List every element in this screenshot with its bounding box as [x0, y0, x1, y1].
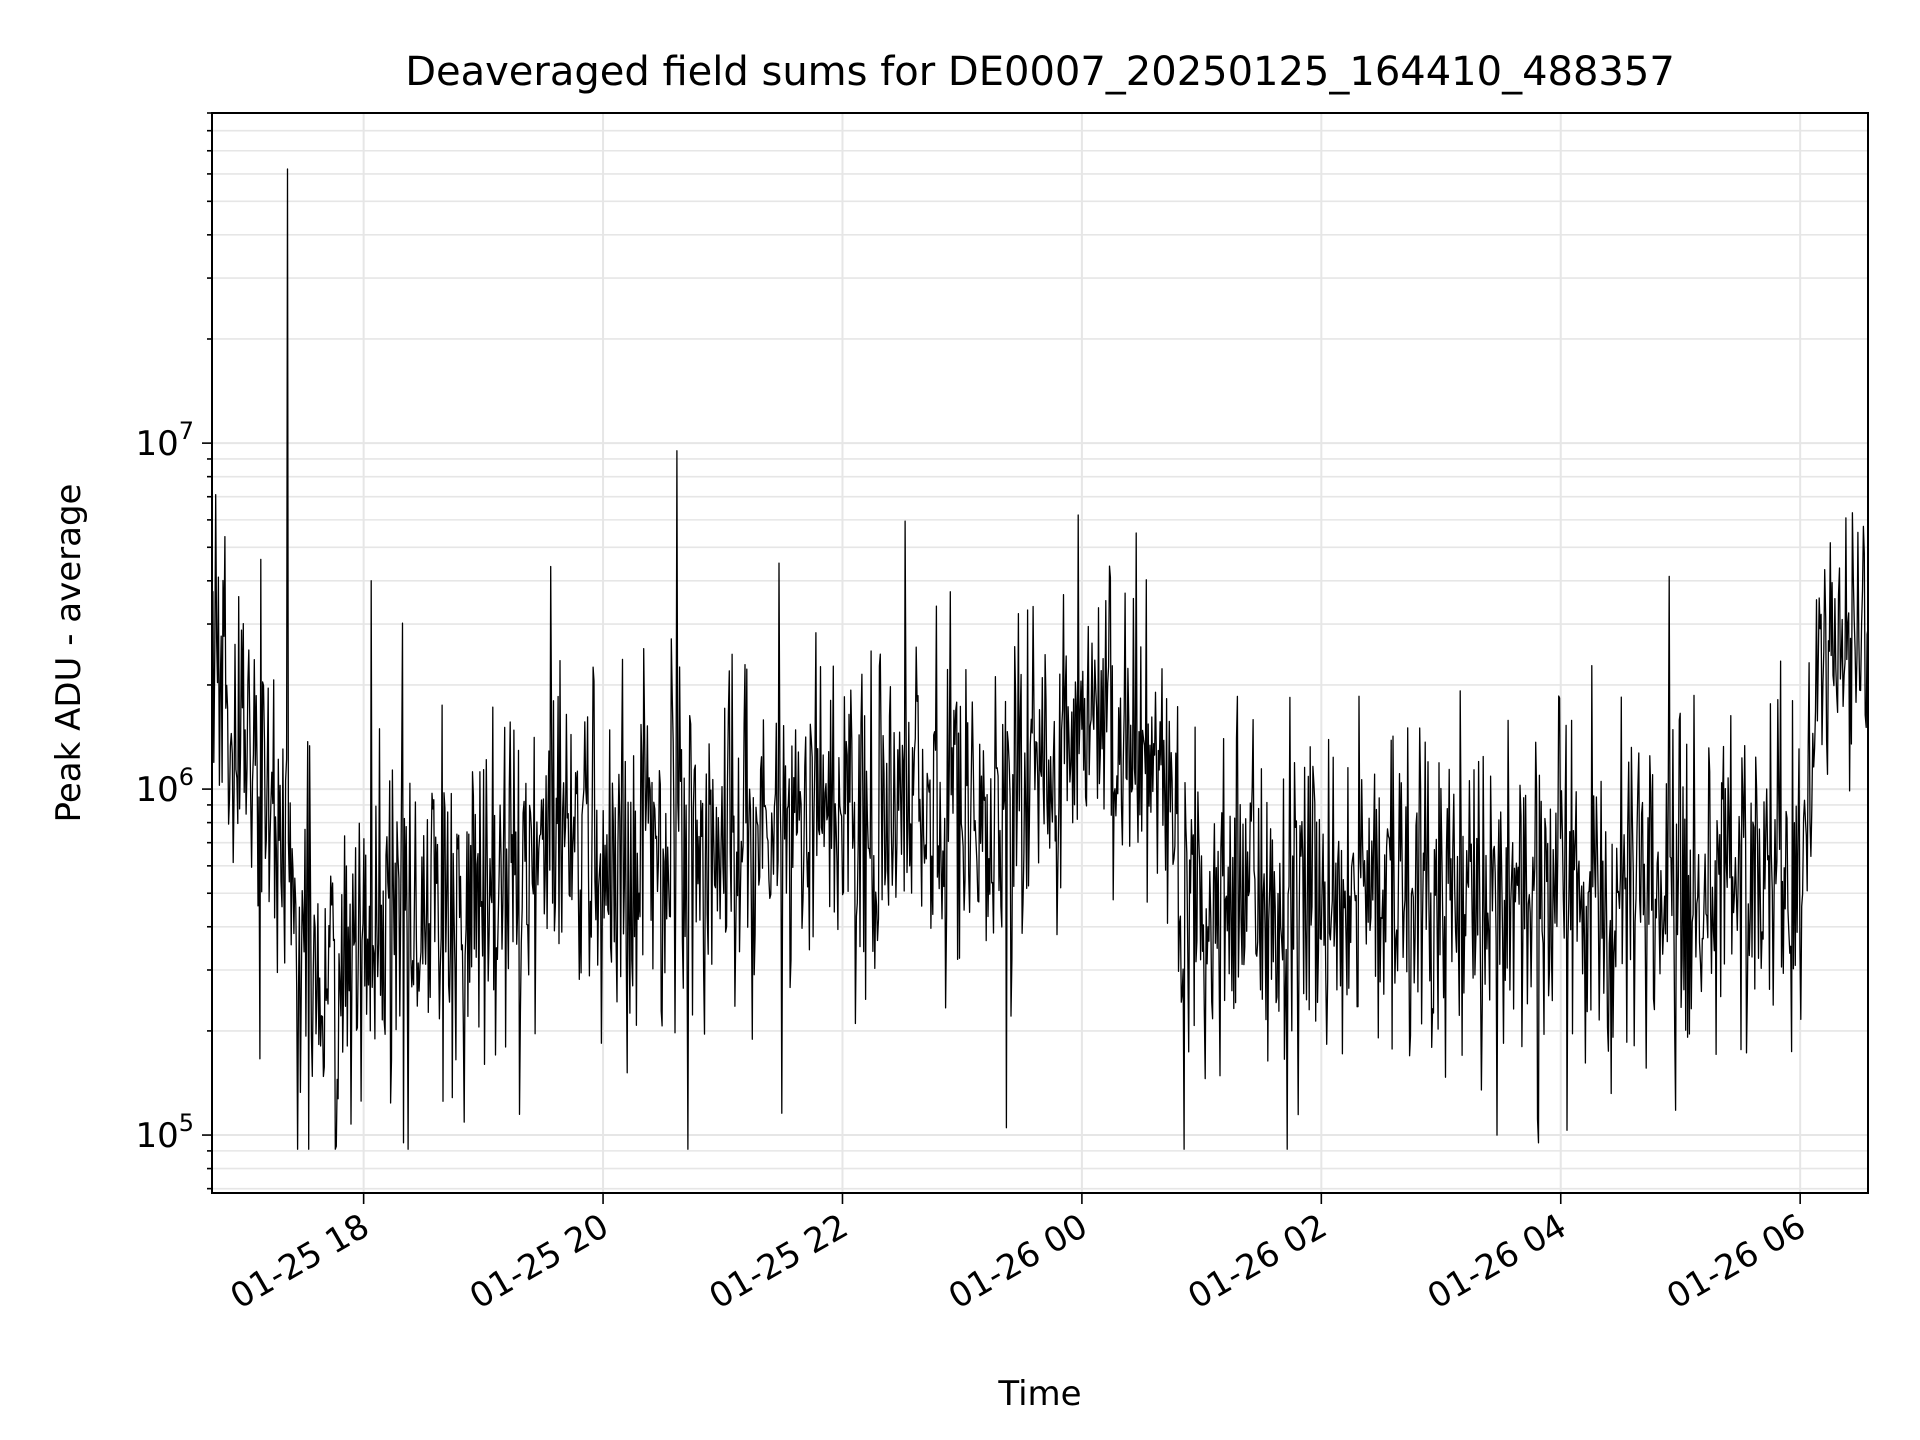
y-tick-label: 106: [135, 763, 194, 810]
axes-frame: [211, 112, 1869, 1194]
y-tick-label: 107: [135, 417, 194, 464]
y-axis-label: Peak ADU - average: [49, 484, 89, 823]
series-line: [211, 168, 1869, 1150]
y-axis-ticks: 105 106 107: [135, 112, 212, 1190]
y-tick-label: 105: [135, 1109, 194, 1156]
x-axis-label: Time: [997, 1374, 1081, 1414]
plot-area: [211, 168, 1869, 1150]
chart-title: Deaveraged field sums for DE0007_2025012…: [405, 49, 1675, 95]
